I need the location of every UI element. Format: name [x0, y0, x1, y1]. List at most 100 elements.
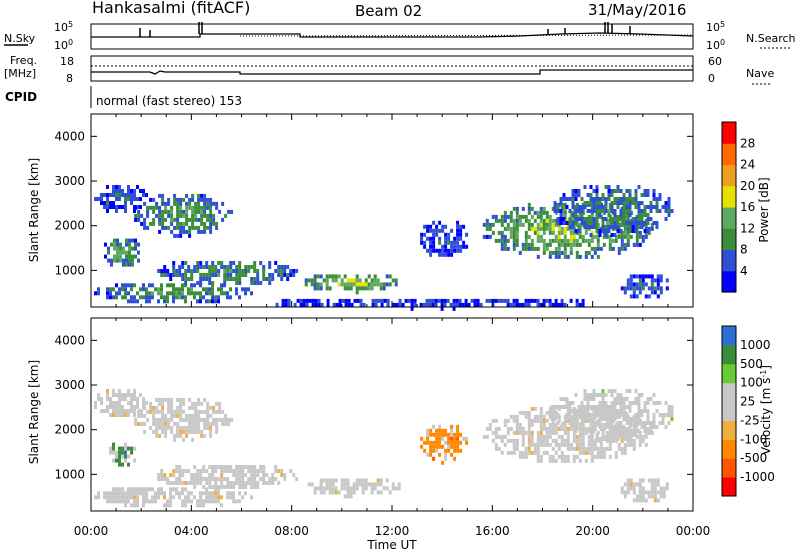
- range-gate-cell: [527, 218, 531, 223]
- range-gate-cell: [358, 278, 362, 283]
- range-gate-cell: [115, 487, 118, 492]
- range-gate-cell: [450, 244, 454, 249]
- range-gate-cell: [106, 491, 109, 496]
- range-gate-cell: [488, 222, 492, 227]
- range-gate-cell: [136, 405, 139, 409]
- range-gate-cell: [395, 302, 399, 307]
- range-gate-cell: [203, 409, 207, 414]
- range-gate-cell: [583, 409, 587, 413]
- range-gate-cell: [316, 486, 320, 491]
- range-gate-cell: [413, 298, 417, 303]
- range-gate-cell: [170, 417, 174, 422]
- range-gate-cell: [572, 230, 576, 235]
- range-gate-cell: [194, 217, 198, 222]
- range-gate-cell: [598, 209, 602, 213]
- range-gate-cell: [637, 201, 641, 205]
- range-gate-cell: [208, 465, 212, 469]
- range-gate-cell: [527, 226, 531, 231]
- range-gate-cell: [613, 429, 617, 433]
- range-gate-cell: [253, 477, 257, 481]
- range-gate-cell: [578, 434, 582, 439]
- range-gate-cell: [184, 269, 188, 273]
- range-gate-cell: [571, 205, 575, 209]
- range-gate-cell: [515, 438, 519, 443]
- range-gate-cell: [172, 495, 175, 500]
- range-gate-cell: [133, 197, 136, 201]
- x-tick-label: 16:00: [475, 524, 510, 538]
- range-gate-cell: [250, 477, 254, 481]
- range-gate-cell: [97, 495, 100, 500]
- range-gate-cell: [515, 430, 519, 435]
- range-gate-cell: [667, 421, 671, 425]
- range-gate-cell: [646, 413, 650, 417]
- range-gate-cell: [158, 205, 162, 210]
- range-gate-cell: [121, 499, 124, 504]
- range-gate-cell: [217, 477, 221, 481]
- range-gate-cell: [628, 225, 632, 229]
- range-gate-cell: [587, 442, 591, 447]
- range-gate-cell: [577, 409, 581, 413]
- range-gate-cell: [227, 209, 231, 214]
- range-gate-cell: [583, 185, 587, 189]
- range-gate-cell: [623, 226, 627, 231]
- range-gate-cell: [343, 482, 347, 487]
- range-gate-cell: [328, 490, 332, 495]
- range-gate-cell: [566, 254, 570, 259]
- range-gate-cell: [127, 291, 130, 296]
- range-gate-cell: [220, 481, 224, 485]
- range-gate-cell: [503, 434, 507, 439]
- range-gate-cell: [250, 265, 254, 269]
- range-gate-cell: [444, 248, 448, 253]
- range-gate-cell: [208, 281, 212, 285]
- range-gate-cell: [632, 414, 636, 419]
- range-gate-cell: [644, 294, 648, 299]
- range-gate-cell: [194, 409, 198, 414]
- range-gate-cell: [226, 485, 230, 489]
- range-gate-cell: [199, 265, 203, 269]
- range-gate-cell: [559, 221, 563, 225]
- range-gate-cell: [130, 299, 133, 304]
- range-gate-cell: [443, 302, 447, 307]
- range-gate-cell: [193, 485, 197, 489]
- range-gate-cell: [313, 282, 317, 287]
- range-gate-cell: [619, 213, 623, 217]
- range-gate-cell: [601, 401, 605, 405]
- range-gate-cell: [112, 393, 115, 397]
- range-gate-cell: [191, 417, 195, 422]
- range-gate-cell: [577, 405, 581, 409]
- range-gate-cell: [459, 236, 463, 241]
- range-gate-cell: [325, 482, 329, 487]
- range-gate-cell: [175, 465, 179, 469]
- range-gate-cell: [139, 487, 142, 492]
- range-gate-cell: [190, 283, 193, 288]
- range-gate-cell: [643, 421, 647, 425]
- range-gate-cell: [563, 234, 567, 239]
- range-gate-cell: [170, 405, 174, 410]
- range-gate-cell: [325, 274, 329, 279]
- range-gate-cell: [650, 486, 654, 491]
- range-gate-cell: [637, 393, 641, 397]
- range-gate-cell: [432, 440, 436, 445]
- range-gate-cell: [196, 281, 200, 285]
- range-gate-cell: [456, 432, 460, 437]
- range-gate-cell: [94, 495, 97, 500]
- range-gate-cell: [268, 277, 272, 281]
- range-gate-cell: [554, 298, 558, 303]
- range-gate-cell: [441, 428, 445, 433]
- range-gate-cell: [640, 217, 644, 221]
- range-gate-cell: [554, 430, 558, 435]
- range-gate-cell: [638, 478, 642, 483]
- range-gate-cell: [662, 486, 666, 491]
- range-gate-cell: [447, 232, 451, 237]
- range-gate-cell: [653, 286, 657, 291]
- range-gate-cell: [596, 418, 600, 423]
- range-gate-cell: [566, 238, 570, 243]
- range-gate-cell: [589, 201, 593, 205]
- range-gate-cell: [176, 217, 180, 222]
- range-gate-cell: [145, 287, 148, 292]
- range-gate-cell: [584, 254, 588, 259]
- range-gate-cell: [580, 205, 584, 209]
- range-gate-cell: [178, 469, 182, 473]
- range-gate-cell: [127, 495, 130, 500]
- range-gate-cell: [161, 217, 165, 222]
